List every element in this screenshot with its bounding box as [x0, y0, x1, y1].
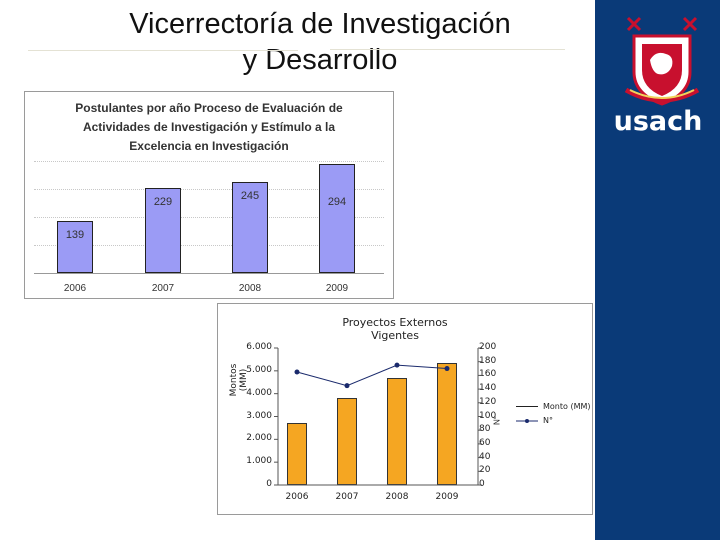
slide-title-line2: y Desarrollo: [242, 44, 398, 76]
y-tick-right-label: 20: [479, 465, 491, 476]
legend-swatch-bar: [516, 406, 538, 407]
x-tick-label: 2008: [238, 283, 262, 294]
bar: [319, 163, 355, 273]
bar: [287, 423, 307, 485]
title-rule-left: [28, 50, 298, 51]
y-tick-left-label: 5.000: [246, 364, 272, 375]
y-tick-left-label: 1.000: [246, 456, 272, 467]
y-tick-right-label: 40: [479, 451, 491, 462]
chart-postulantes-title: Postulantes por año Proceso de Evaluació…: [24, 99, 394, 156]
y-tick-right-label: 180: [479, 355, 497, 366]
y-tick-right-label: 120: [479, 396, 497, 407]
y-tick-left-label: 0: [266, 479, 272, 489]
x-tick-label: 2009: [435, 492, 459, 502]
y-tick-left-label: 2.000: [246, 433, 272, 444]
x-axis-line: [34, 273, 384, 274]
data-label: 139: [65, 229, 85, 242]
y-tick-right-label: 200: [479, 342, 497, 352]
bar: [437, 362, 457, 485]
bar: [232, 182, 268, 273]
x-tick-label: 2007: [335, 492, 359, 502]
title-rule-right: [330, 49, 565, 50]
y-tick-right-label: 100: [479, 410, 497, 421]
data-label: 294: [327, 196, 347, 208]
y-tick-right-label: 0: [479, 479, 485, 489]
chart-proyectos-title-line: Proyectos Externos: [342, 316, 448, 329]
usach-logo-text: usach: [613, 106, 703, 137]
legend-label: Monto (MM): [543, 402, 591, 411]
data-label: 229: [153, 195, 173, 208]
chart-proyectos-title: Proyectos Externos Vigentes: [300, 316, 490, 342]
chart-proyectos-title-line: Vigentes: [371, 329, 419, 342]
y-tick-right-label: 140: [479, 383, 497, 394]
legend-label: N°: [543, 416, 553, 425]
x-tick-label: 2006: [63, 283, 87, 294]
bar: [337, 398, 357, 485]
gridline: [34, 217, 384, 218]
x-tick-label: 2006: [285, 492, 309, 502]
chart-postulantes-title-line: Excelencia en Investigación: [129, 139, 289, 153]
university-crest-icon: [624, 16, 700, 106]
y-tick-left-label: 6.000: [246, 342, 272, 352]
y-tick-right-label: 160: [479, 369, 497, 380]
x-tick-label: 2009: [325, 283, 349, 294]
bar: [145, 187, 181, 273]
y-tick-right-label: 80: [479, 424, 491, 435]
gridline: [34, 245, 384, 246]
bar: [57, 221, 93, 273]
gridline: [34, 161, 384, 162]
bar: [387, 377, 407, 485]
data-label: 245: [240, 190, 260, 202]
y-tick-left-label: 4.000: [246, 387, 272, 398]
slide-title-line1: Vicerrectoría de Investigación: [129, 8, 511, 40]
x-tick-label: 2007: [151, 283, 175, 294]
gridline: [34, 189, 384, 190]
y-tick-left-label: 3.000: [246, 410, 272, 421]
x-tick-label: 2008: [385, 492, 409, 502]
y-tick-right-label: 60: [479, 437, 491, 448]
chart-postulantes-title-line: Postulantes por año Proceso de Evaluació…: [75, 101, 343, 115]
slide-title: Vicerrectoría de Investigación y Desarro…: [60, 6, 580, 78]
chart-postulantes-title-line: Actividades de Investigación y Estímulo …: [82, 120, 336, 134]
